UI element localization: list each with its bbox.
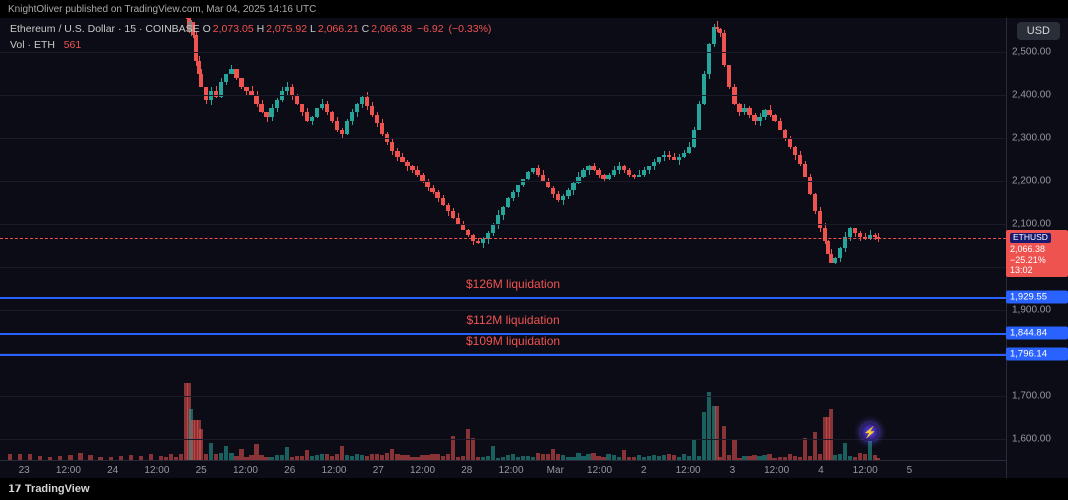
ohlc-low: 2,066.21: [318, 23, 359, 35]
vol-label: Vol: [10, 39, 25, 51]
last-price-tag: ETHUSD2,066.38−25.21%13:02: [1006, 230, 1068, 277]
time-tick: 4: [818, 465, 824, 476]
time-tick: 26: [284, 465, 295, 476]
interval: 15: [124, 23, 136, 35]
price-tick: 2,100.00: [1006, 218, 1068, 229]
chart-area[interactable]: Ethereum / U.S. Dollar · 15 · COINBASE O…: [0, 18, 1068, 478]
time-tick: 12:00: [321, 465, 346, 476]
gridline: [0, 439, 1006, 440]
symbol-name: Ethereum / U.S. Dollar: [10, 23, 115, 35]
time-tick: 12:00: [410, 465, 435, 476]
line-price-tag: 1,929.55: [1006, 291, 1068, 304]
price-tick: 2,300.00: [1006, 133, 1068, 144]
time-tick: 12:00: [853, 465, 878, 476]
ohlc-change-pct: (−0.33%): [449, 23, 492, 35]
price-tick: 1,600.00: [1006, 433, 1068, 444]
liquidation-line: [0, 354, 1006, 356]
liquidation-label: $109M liquidation: [466, 334, 560, 350]
currency-button[interactable]: USD: [1017, 22, 1060, 40]
ohlc-open: 2,073.05: [213, 23, 254, 35]
bolt-icon[interactable]: ⚡: [861, 423, 879, 441]
time-tick: 12:00: [144, 465, 169, 476]
vol-value: 561: [64, 39, 82, 51]
gridline: [0, 181, 1006, 182]
time-tick: 3: [730, 465, 736, 476]
time-tick: 12:00: [499, 465, 524, 476]
gridline: [0, 267, 1006, 268]
price-tick: 2,400.00: [1006, 90, 1068, 101]
ohlc-high: 2,075.92: [266, 23, 307, 35]
chart-legend: Ethereum / U.S. Dollar · 15 · COINBASE O…: [10, 22, 491, 54]
line-price-tag: 1,796.14: [1006, 348, 1068, 361]
ohlc-change: −6.92: [417, 23, 444, 35]
time-tick: 12:00: [56, 465, 81, 476]
liquidation-label: $126M liquidation: [466, 277, 560, 293]
time-tick: 25: [196, 465, 207, 476]
time-tick: 12:00: [233, 465, 258, 476]
time-tick: 24: [107, 465, 118, 476]
time-axis[interactable]: 2312:002412:002512:002612:002712:002812:…: [0, 460, 1006, 478]
gridline: [0, 95, 1006, 96]
liquidation-line: [0, 297, 1006, 299]
time-tick: 5: [907, 465, 913, 476]
gridline: [0, 138, 1006, 139]
price-axis[interactable]: 1,600.001,700.001,800.001,900.002,000.00…: [1006, 18, 1068, 478]
time-tick: 23: [19, 465, 30, 476]
time-tick: 28: [461, 465, 472, 476]
time-tick: 27: [373, 465, 384, 476]
line-price-tag: 1,844.84: [1006, 327, 1068, 340]
price-tick: 1,900.00: [1006, 304, 1068, 315]
gridline: [0, 396, 1006, 397]
price-tick: 2,200.00: [1006, 176, 1068, 187]
plot-region[interactable]: $126M liquidation $112M liquidation $109M …: [0, 18, 1006, 460]
liquidation-label: $112M liquidation: [466, 313, 559, 329]
exchange: COINBASE: [145, 23, 199, 35]
last-price-line: [0, 238, 1006, 239]
price-tick: 2,500.00: [1006, 47, 1068, 58]
vol-sym: ETH: [34, 39, 55, 51]
time-tick: 2: [641, 465, 647, 476]
footer-bar: 𝟭𝟳 TradingView: [0, 478, 1068, 500]
time-tick: 12:00: [587, 465, 612, 476]
tradingview-logo-icon: 𝟭𝟳: [8, 484, 21, 495]
gridline: [0, 310, 1006, 311]
price-tick: 1,700.00: [1006, 390, 1068, 401]
publish-info-bar: KnightOliver published on TradingView.co…: [0, 0, 1068, 18]
ohlc-close: 2,066.38: [371, 23, 412, 35]
publish-info-text: KnightOliver published on TradingView.co…: [8, 4, 316, 15]
gridline: [0, 224, 1006, 225]
chart-container: KnightOliver published on TradingView.co…: [0, 0, 1068, 500]
tradingview-brand: TradingView: [25, 483, 90, 495]
time-tick: 12:00: [676, 465, 701, 476]
time-tick: 12:00: [764, 465, 789, 476]
time-tick: Mar: [547, 465, 564, 476]
